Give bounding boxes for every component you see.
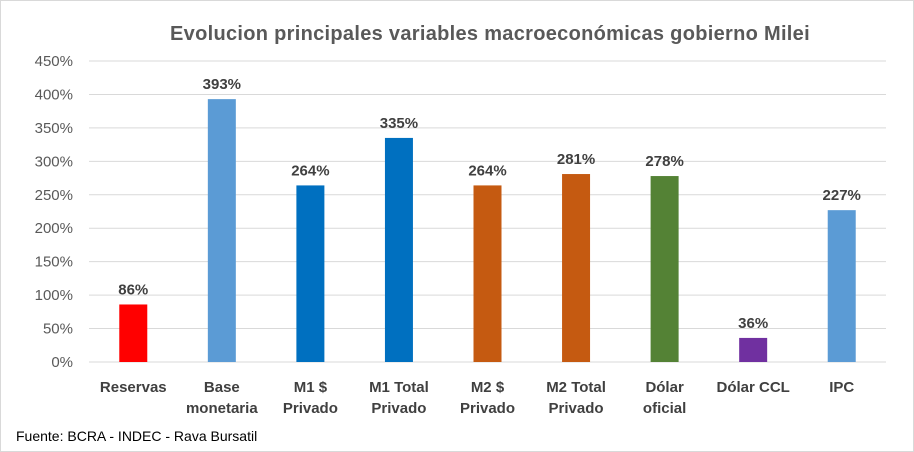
bar [384,137,413,362]
y-tick-label: 350% [35,120,73,137]
x-tick-label: oficial [643,400,686,417]
y-tick-label: 50% [43,321,73,338]
x-tick-label: Privado [549,400,604,417]
x-tick-label: Dólar [645,379,684,396]
x-tick-label: Privado [283,400,338,417]
data-label: 264% [468,162,506,179]
y-tick-label: 300% [35,153,73,170]
data-label: 227% [823,187,861,204]
x-tick-label: M1 Total [369,379,429,396]
x-tick-label: M1 $ [294,379,328,396]
x-tick-label: Privado [460,400,515,417]
bar [562,174,591,362]
x-tick-label: M2 Total [546,379,606,396]
y-tick-label: 150% [35,254,73,271]
bar [207,99,236,363]
x-tick-label: Privado [371,400,426,417]
y-tick-label: 450% [35,53,73,70]
data-label: 335% [380,115,418,132]
x-tick-label: IPC [829,379,854,396]
bar [739,337,768,362]
bar [119,304,148,362]
data-label: 264% [291,162,329,179]
bar [473,185,502,362]
bar [827,210,856,362]
data-label: 36% [738,315,768,332]
data-label: 86% [118,281,148,298]
data-label: 393% [203,76,241,93]
y-tick-label: 250% [35,187,73,204]
y-tick-label: 100% [35,287,73,304]
bar [650,176,679,362]
data-label: 281% [557,151,595,168]
source-note: Fuente: BCRA - INDEC - Rava Bursatil [16,428,258,444]
y-tick-label: 200% [35,220,73,237]
bar [296,185,325,362]
y-tick-label: 0% [51,354,73,371]
data-label: 278% [645,153,683,170]
chart-title: Evolucion principales variables macroeco… [170,23,810,45]
x-tick-label: M2 $ [471,379,505,396]
x-tick-label: Reservas [100,379,167,396]
y-tick-label: 400% [35,86,73,103]
x-tick-label: Dólar CCL [716,379,789,396]
x-tick-label: Base [204,379,240,396]
x-tick-label: monetaria [186,400,258,417]
